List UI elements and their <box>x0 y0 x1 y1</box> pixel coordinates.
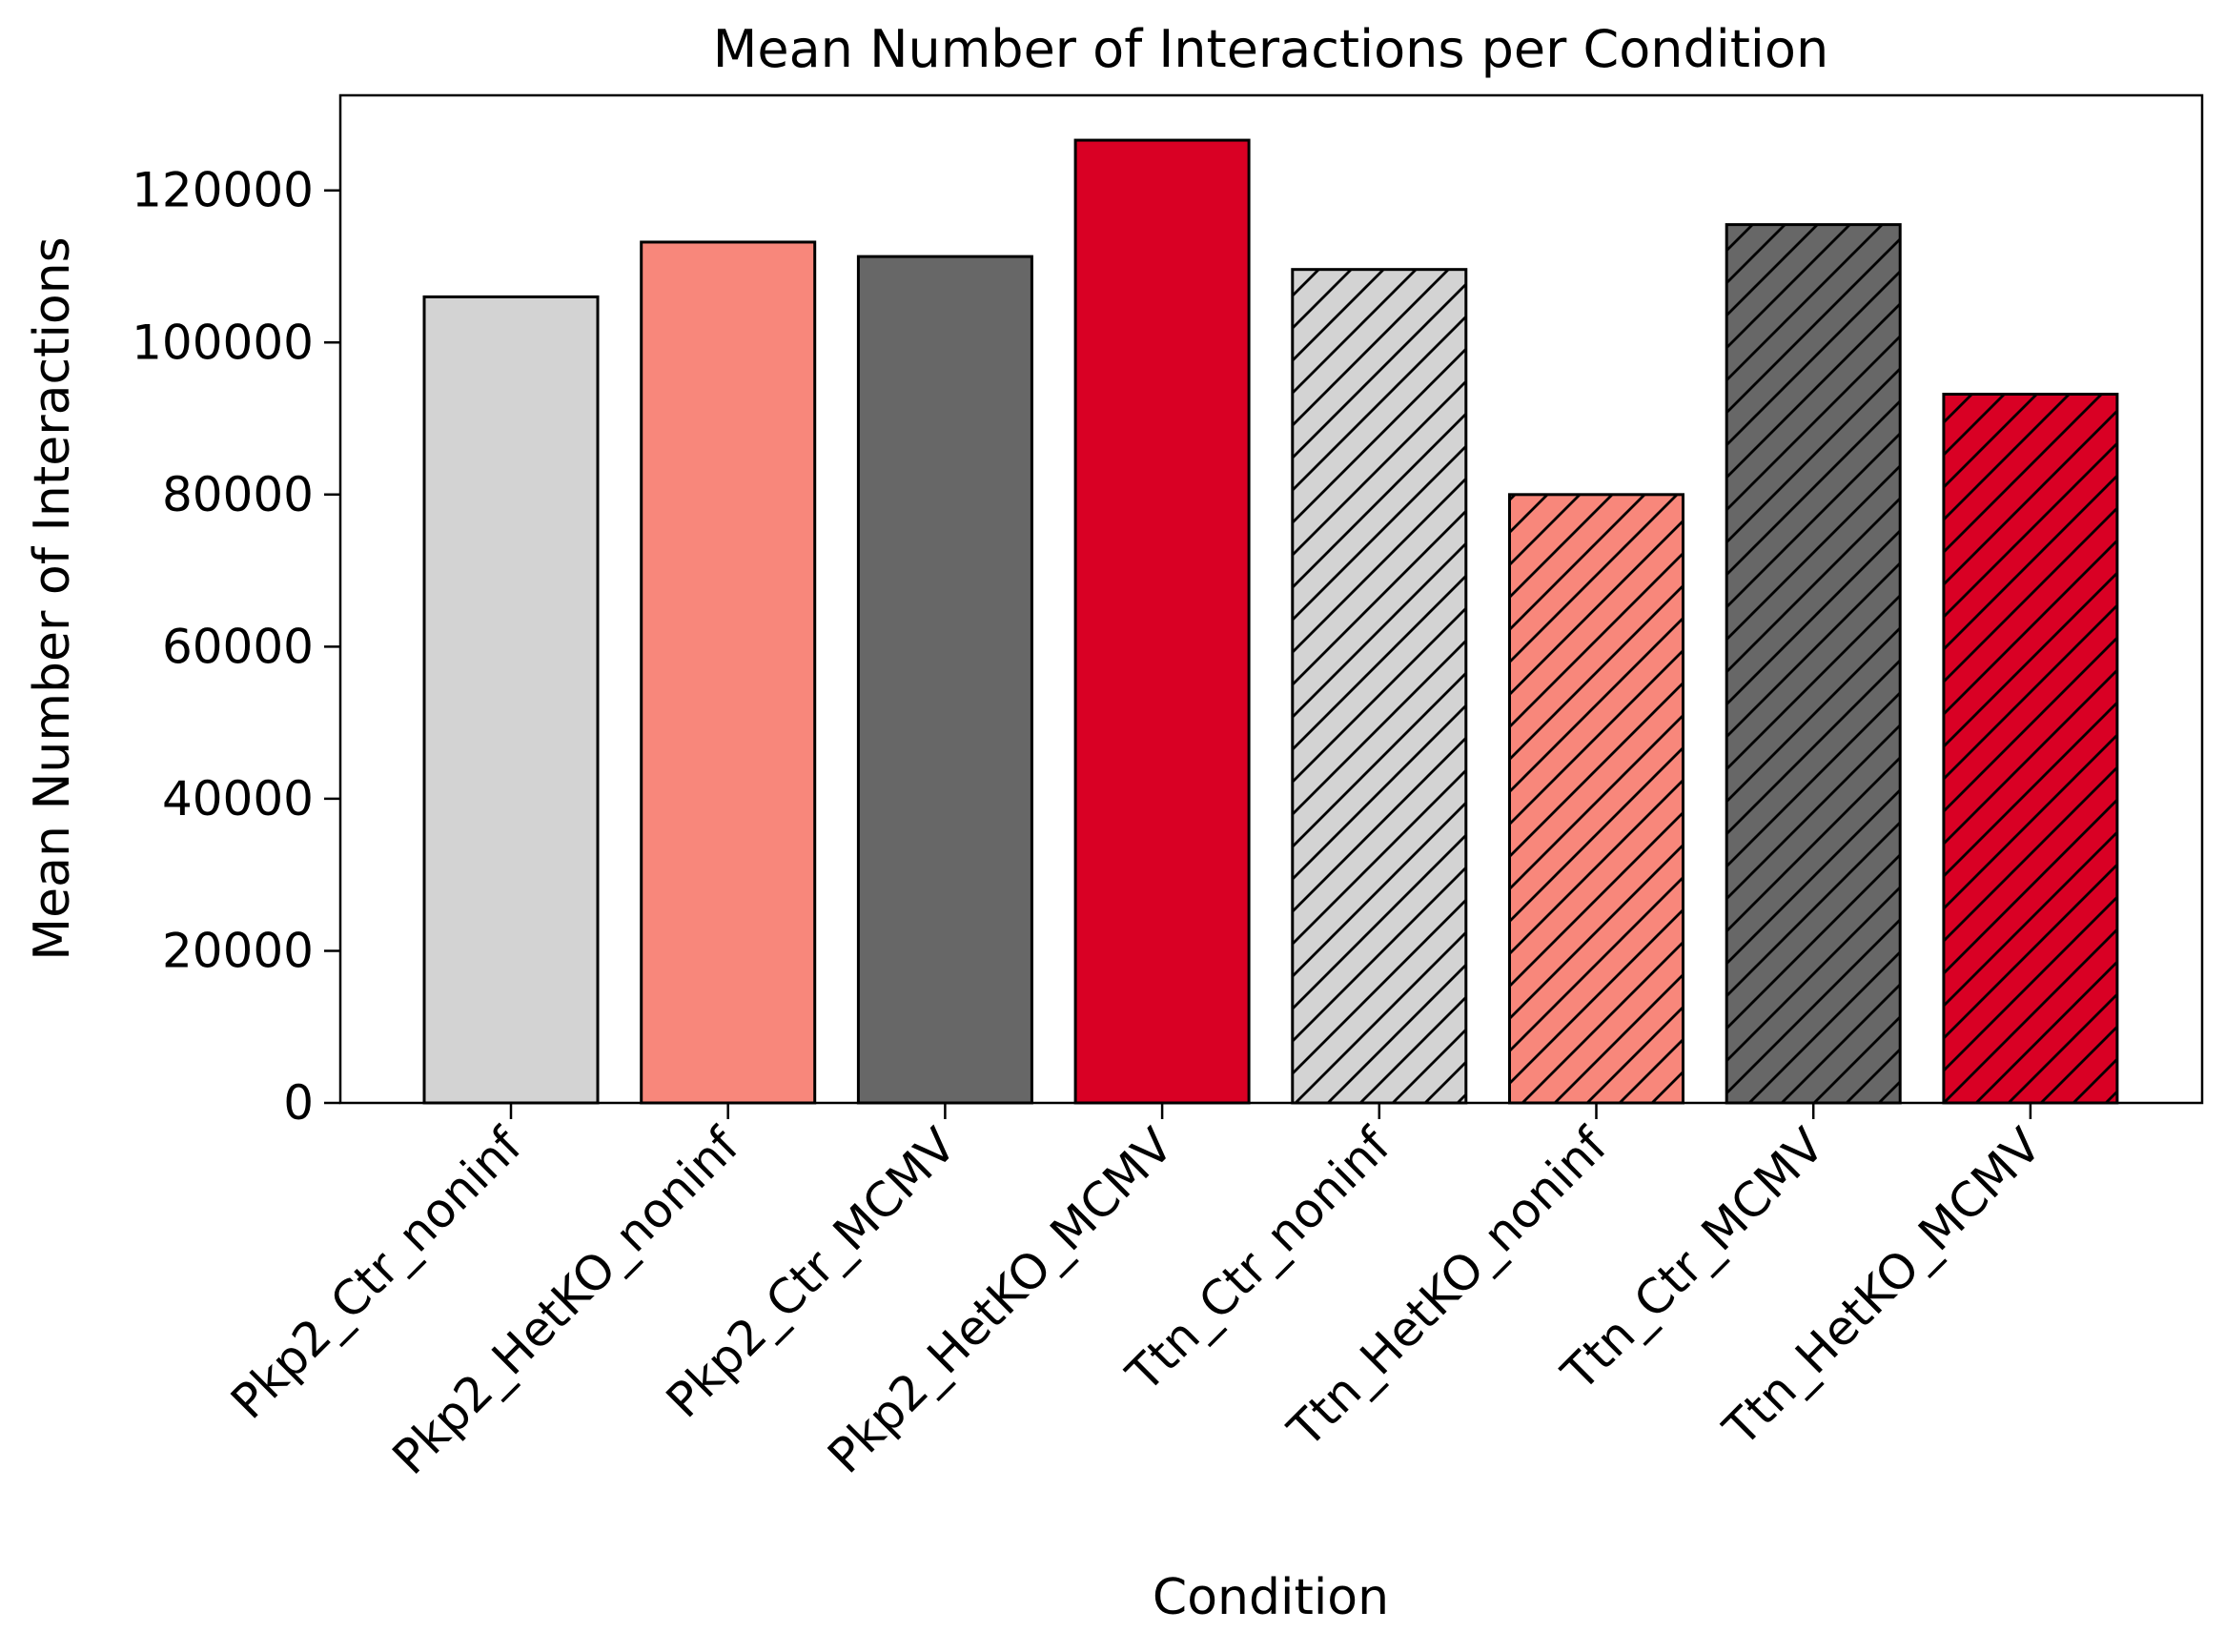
y-tick-label: 80000 <box>162 467 314 522</box>
bar-hatch <box>1726 224 1901 1103</box>
y-tick-label: 100000 <box>132 315 314 370</box>
y-tick-label: 40000 <box>162 771 314 826</box>
chart-title: Mean Number of Interactions per Conditio… <box>713 19 1828 79</box>
y-tick-label: 0 <box>283 1075 314 1131</box>
x-axis: Pkp2_Ctr_noninfPkp2_HetKO_noninfPkp2_Ctr… <box>220 1103 2051 1485</box>
x-tick-label: Pkp2_HetKO_noninf <box>382 1116 750 1484</box>
y-tick-label: 20000 <box>162 923 314 978</box>
x-axis-label: Condition <box>1153 1569 1389 1626</box>
y-tick-label: 60000 <box>162 619 314 674</box>
plot-frame <box>338 93 2204 1105</box>
bar-hatch <box>1292 269 1466 1103</box>
bar <box>858 256 1032 1103</box>
bar <box>424 296 598 1103</box>
bar-hatch <box>1509 494 1684 1103</box>
y-tick-label: 120000 <box>132 163 314 218</box>
bars-group <box>422 138 2119 1105</box>
bar <box>641 241 815 1103</box>
bar-hatch <box>1943 394 2117 1103</box>
y-axis-label: Mean Number of Interactions <box>24 236 81 960</box>
bar <box>1075 140 1250 1104</box>
y-axis: 0 20000 40000 60000 80000 100000 120000 <box>132 163 340 1131</box>
